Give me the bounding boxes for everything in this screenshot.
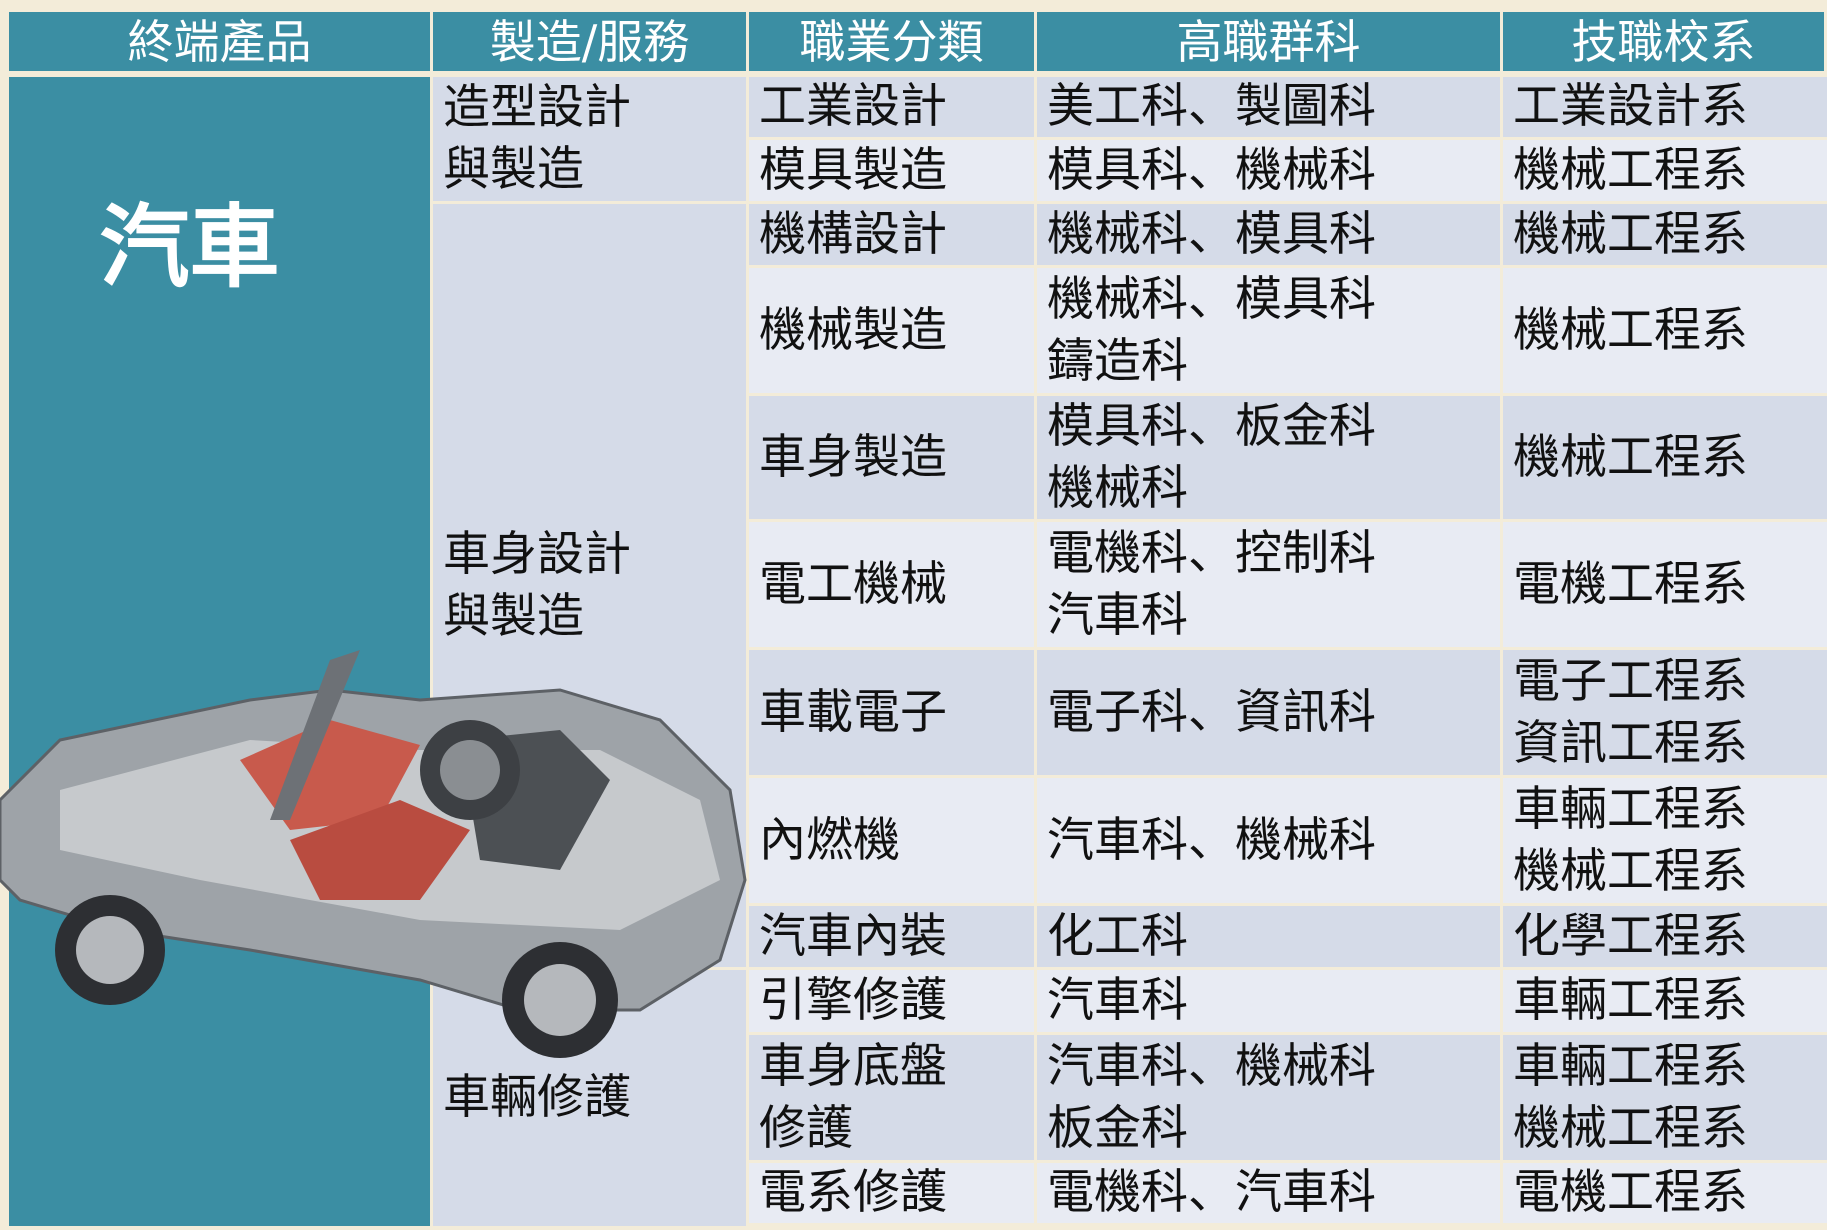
vocational-cell: 機械科、模具科 鑄造科	[1037, 268, 1500, 393]
cell-text: 電系修護	[759, 1165, 947, 1220]
cell-text: 化學工程系	[1513, 908, 1748, 964]
department-cell: 電機工程系	[1503, 1163, 1827, 1223]
vocational-cell: 電機科、汽車科	[1037, 1163, 1500, 1223]
header-cell: 製造/服務	[433, 12, 746, 71]
occupation-cell: 引擎修護	[749, 970, 1034, 1032]
cell-text: 電機工程系	[1513, 556, 1748, 612]
product-cell: 汽車	[9, 77, 430, 1226]
cell-text: 車輛工程系	[1513, 781, 1748, 837]
cell-text: 修護	[759, 1100, 853, 1156]
cell-text: 內燃機	[759, 812, 900, 868]
header-cell: 職業分類	[749, 12, 1034, 71]
occupation-cell: 模具製造	[749, 140, 1034, 201]
cell-text: 與製造	[443, 588, 584, 644]
header-cell: 終端產品	[9, 12, 430, 71]
cell-text: 資訊工程系	[1513, 715, 1748, 771]
vocational-cell: 汽車科、機械科 板金科	[1037, 1035, 1500, 1160]
cell-text: 機構設計	[759, 206, 947, 262]
cell-text: 汽車科、機械科	[1047, 812, 1376, 868]
vocational-cell: 電子科、資訊科	[1037, 650, 1500, 775]
occupation-cell: 機構設計	[749, 204, 1034, 265]
cell-text: 機械工程系	[1513, 302, 1748, 358]
department-cell: 電子工程系資訊工程系	[1503, 650, 1827, 775]
cell-text: 電子科、資訊科	[1047, 684, 1376, 740]
cell-text: 電子工程系	[1513, 653, 1748, 709]
cell-text: 電機工程系	[1513, 1165, 1748, 1220]
cell-text: 引擎修護	[759, 973, 947, 1028]
cell-text: 造型設計	[443, 80, 631, 135]
product-label: 汽車	[99, 195, 280, 300]
cell-text: 鑄造科	[1047, 333, 1188, 389]
cell-text: 機械工程系	[1513, 843, 1748, 899]
vocational-cell: 模具科、機械科	[1037, 140, 1500, 201]
cell-text: 模具科、板金科	[1047, 398, 1376, 454]
department-cell: 機械工程系	[1503, 140, 1827, 201]
cell-text: 機械科、模具科	[1047, 271, 1376, 327]
department-cell: 電機工程系	[1503, 522, 1827, 647]
occupation-cell: 車載電子	[749, 650, 1034, 775]
department-cell: 工業設計系	[1503, 77, 1827, 137]
cell-text: 機械製造	[759, 302, 947, 358]
cell-text: 車身製造	[759, 429, 947, 485]
cell-text: 電工機械	[759, 556, 947, 612]
cell-text: 機械科	[1047, 460, 1188, 516]
vocational-cell: 汽車科、機械科	[1037, 778, 1500, 903]
vocational-cell: 美工科、製圖科	[1037, 77, 1500, 137]
vocational-cell: 模具科、板金科 機械科	[1037, 396, 1500, 519]
cell-text: 車身設計	[443, 526, 631, 582]
department-cell: 機械工程系	[1503, 396, 1827, 519]
service-cell: 造型設計 與製造	[433, 77, 746, 201]
cell-text: 機械工程系	[1513, 142, 1748, 198]
cell-text: 汽車科、機械科	[1047, 1038, 1376, 1094]
header-cell: 技職校系	[1503, 12, 1824, 71]
cell-text: 車輛工程系	[1513, 1038, 1748, 1094]
vocational-cell: 化工科	[1037, 906, 1500, 967]
department-cell: 車輛工程系機械工程系	[1503, 778, 1827, 903]
department-cell: 化學工程系	[1503, 906, 1827, 967]
cell-text: 機械科、模具科	[1047, 206, 1376, 262]
cell-text: 化工科	[1047, 908, 1188, 964]
department-cell: 機械工程系	[1503, 268, 1827, 393]
cell-text: 美工科、製圖科	[1047, 79, 1376, 134]
occupation-cell: 內燃機	[749, 778, 1034, 903]
vocational-cell: 電機科、控制科 汽車科	[1037, 522, 1500, 647]
vocational-cell: 汽車科	[1037, 970, 1500, 1032]
cell-text: 汽車科	[1047, 973, 1188, 1028]
occupation-cell: 工業設計	[749, 77, 1034, 137]
cell-text: 車輛工程系	[1513, 973, 1748, 1028]
occupation-cell: 機械製造	[749, 268, 1034, 393]
department-cell: 機械工程系	[1503, 204, 1827, 265]
cell-text: 模具製造	[759, 142, 947, 198]
vocational-cell: 機械科、模具科	[1037, 204, 1500, 265]
cell-text: 模具科、機械科	[1047, 142, 1376, 198]
cell-text: 工業設計系	[1513, 79, 1748, 134]
occupation-cell: 車身底盤 修護	[749, 1035, 1034, 1160]
cell-text: 機械工程系	[1513, 206, 1748, 262]
department-cell: 車輛工程系	[1503, 970, 1827, 1032]
cell-text: 機械工程系	[1513, 429, 1748, 485]
cell-text: 汽車內裝	[759, 908, 947, 964]
cell-text: 汽車科	[1047, 587, 1188, 643]
cell-text: 車輛修護	[443, 1070, 631, 1125]
cell-text: 車載電子	[759, 684, 947, 740]
cell-text: 電機科、汽車科	[1047, 1165, 1376, 1220]
occupation-cell: 車身製造	[749, 396, 1034, 519]
occupation-cell: 電系修護	[749, 1163, 1034, 1223]
cell-text: 與製造	[443, 142, 584, 197]
cell-text: 工業設計	[759, 79, 947, 134]
cell-text: 板金科	[1047, 1100, 1188, 1156]
service-cell: 車身設計 與製造	[433, 204, 746, 967]
department-cell: 車輛工程系機械工程系	[1503, 1035, 1827, 1160]
cell-text: 電機科、控制科	[1047, 525, 1376, 581]
occupation-cell: 汽車內裝	[749, 906, 1034, 967]
service-cell: 車輛修護	[433, 970, 746, 1226]
occupation-cell: 電工機械	[749, 522, 1034, 647]
cell-text: 機械工程系	[1513, 1100, 1748, 1156]
cell-text: 車身底盤	[759, 1038, 947, 1094]
header-cell: 高職群科	[1037, 12, 1500, 71]
